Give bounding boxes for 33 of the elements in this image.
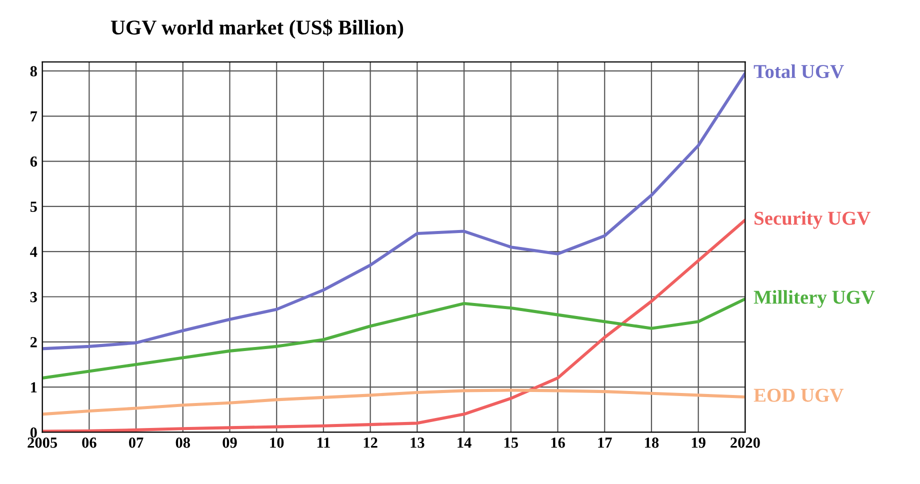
x-tick-label: 08 [176,438,190,448]
y-tick-label: 5 [30,202,37,212]
series-label: Total UGV [754,64,844,78]
x-tick-label: 19 [692,438,706,448]
line-series [42,72,746,350]
x-tick-label: 14 [458,438,472,448]
series-label: Security UGV [754,211,871,229]
x-tick-label: 13 [410,438,424,448]
x-tick-label: 09 [222,438,237,448]
y-tick-label: 4 [30,246,38,257]
x-tick-label: 06 [82,438,96,448]
chart-title: UGV world market (US$ Billion) [110,19,404,39]
y-tick-label: 6 [30,156,38,167]
line-series [42,388,746,416]
x-tick-label: 07 [128,438,144,448]
x-tick-label: 18 [645,438,659,448]
x-tick-label: 2005 [28,438,58,448]
line-series [42,297,746,380]
y-tick-label: 1 [31,382,37,392]
x-tick-label: 10 [270,438,284,448]
x-tick-label: 12 [364,438,378,448]
y-tick-label: 3 [30,292,37,302]
series-label: EOD UGV [754,388,844,402]
y-tick-label: 2 [30,337,37,348]
x-tick-label: 11 [317,438,330,448]
x-tick-label: 17 [598,438,612,448]
y-tick-label: 0 [30,427,37,438]
series-label: Millitery UGV [754,290,875,308]
x-tick-label: 16 [551,438,565,448]
y-tick-label: 7 [30,111,38,122]
x-tick-label: 15 [504,438,518,448]
x-tick-label: 2020 [730,438,760,448]
y-tick-label: 8 [30,66,37,76]
